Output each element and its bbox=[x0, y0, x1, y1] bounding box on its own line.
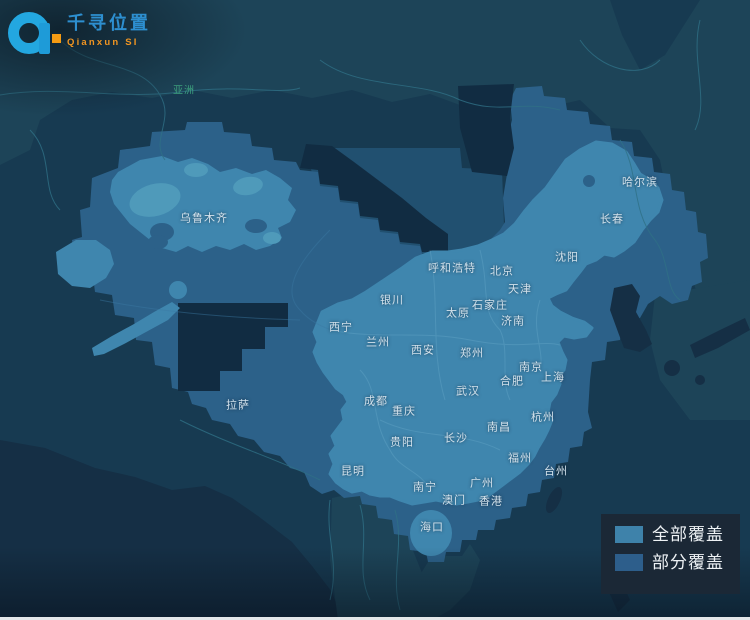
legend-item: 全部覆盖 bbox=[615, 526, 740, 543]
legend-swatch bbox=[615, 526, 643, 543]
qianxun-logo-text: 千寻位置 Qianxun SI bbox=[67, 13, 151, 48]
land-japan-islands bbox=[690, 318, 750, 358]
full-coverage-hainan bbox=[410, 510, 452, 556]
land-shikoku bbox=[695, 375, 705, 385]
coverage-highlight-blob bbox=[263, 232, 281, 244]
full-coverage-tibet-strip bbox=[92, 302, 180, 356]
brand-name-chinese: 千寻位置 bbox=[67, 13, 151, 33]
region-border-lines-west bbox=[99, 229, 333, 331]
ocean-top-right-wedge bbox=[610, 0, 700, 70]
legend-item: 部分覆盖 bbox=[615, 554, 740, 571]
coverage-hole bbox=[148, 235, 168, 249]
land-taiwan bbox=[545, 487, 563, 513]
legend-swatch bbox=[615, 554, 643, 571]
logo-stem-shape bbox=[39, 23, 50, 54]
legend-label: 部分覆盖 bbox=[652, 553, 724, 572]
coverage-hole bbox=[583, 175, 595, 187]
coverage-highlight-blob bbox=[129, 183, 181, 217]
uncovered-kashmir-blocks bbox=[178, 303, 288, 391]
qianxun-logo-icon bbox=[8, 10, 61, 56]
province-border-lines bbox=[329, 249, 561, 491]
full-coverage-xinjiang-southwest bbox=[56, 240, 114, 288]
uncovered-mongolia-wedge bbox=[300, 144, 448, 252]
coverage-hole bbox=[245, 219, 267, 233]
logo-orange-dot bbox=[52, 34, 61, 43]
brand-name-english: Qianxun SI bbox=[67, 36, 139, 48]
legend-label: 全部覆盖 bbox=[652, 525, 724, 544]
coverage-highlight-blob bbox=[184, 163, 208, 177]
coverage-highlight-blob bbox=[233, 176, 263, 196]
land-kyushu bbox=[664, 360, 680, 376]
land-korea bbox=[610, 284, 652, 352]
qianxun-logo: 千寻位置 Qianxun SI bbox=[8, 10, 151, 56]
full-coverage-small-blob bbox=[169, 281, 187, 299]
coverage-legend: 全部覆盖 部分覆盖 bbox=[601, 514, 740, 594]
bottom-edge-strip bbox=[0, 617, 750, 620]
full-coverage-region bbox=[312, 140, 664, 506]
